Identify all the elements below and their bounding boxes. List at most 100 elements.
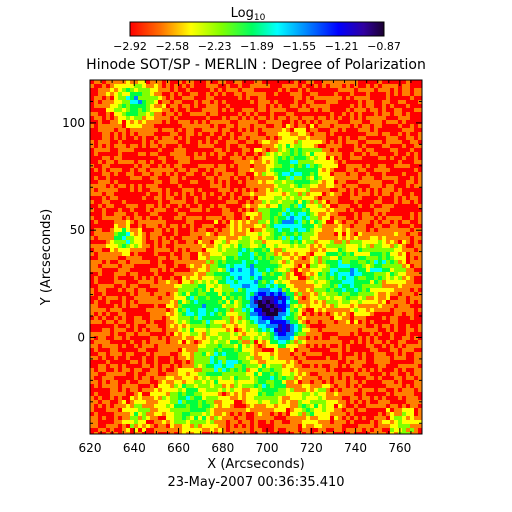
heatmap-cell bbox=[322, 84, 326, 88]
heatmap-cell bbox=[134, 252, 138, 256]
heatmap-cell bbox=[134, 188, 138, 192]
heatmap-cell bbox=[330, 280, 334, 284]
heatmap-cell bbox=[410, 188, 414, 192]
heatmap-cell bbox=[142, 108, 146, 112]
heatmap-cell bbox=[306, 196, 310, 200]
heatmap-cell bbox=[310, 144, 314, 148]
heatmap-cell bbox=[178, 180, 182, 184]
heatmap-cell bbox=[298, 172, 302, 176]
heatmap-cell bbox=[102, 100, 106, 104]
heatmap-cell bbox=[246, 116, 250, 120]
heatmap-cell bbox=[378, 200, 382, 204]
heatmap-cell bbox=[378, 156, 382, 160]
heatmap-cell bbox=[134, 96, 138, 100]
heatmap-cell bbox=[290, 120, 294, 124]
heatmap-cell bbox=[110, 132, 114, 136]
heatmap-cell bbox=[166, 104, 170, 108]
heatmap-cell bbox=[358, 228, 362, 232]
heatmap-cell bbox=[262, 300, 266, 304]
heatmap-cell bbox=[266, 216, 270, 220]
heatmap-cell bbox=[282, 204, 286, 208]
heatmap-cell bbox=[214, 256, 218, 260]
heatmap-cell bbox=[326, 140, 330, 144]
heatmap-cell bbox=[94, 248, 98, 252]
heatmap-cell bbox=[346, 160, 350, 164]
heatmap-cell bbox=[90, 136, 94, 140]
heatmap-cell bbox=[142, 144, 146, 148]
heatmap-cell bbox=[230, 160, 234, 164]
heatmap-cell bbox=[366, 292, 370, 296]
heatmap-cell bbox=[386, 264, 390, 268]
heatmap-cell bbox=[186, 292, 190, 296]
heatmap-cell bbox=[218, 140, 222, 144]
heatmap-cell bbox=[130, 184, 134, 188]
heatmap-cell bbox=[158, 128, 162, 132]
heatmap-cell bbox=[290, 284, 294, 288]
heatmap-cell bbox=[330, 152, 334, 156]
heatmap-cell bbox=[342, 288, 346, 292]
heatmap-cell bbox=[314, 128, 318, 132]
heatmap-cell bbox=[106, 308, 110, 312]
heatmap-cell bbox=[318, 104, 322, 108]
heatmap-cell bbox=[138, 108, 142, 112]
heatmap-cell bbox=[142, 312, 146, 316]
heatmap-cell bbox=[330, 228, 334, 232]
heatmap-cell bbox=[170, 84, 174, 88]
heatmap-cell bbox=[194, 256, 198, 260]
heatmap-cell bbox=[418, 268, 422, 272]
heatmap-cell bbox=[94, 112, 98, 116]
heatmap-cell bbox=[158, 288, 162, 292]
heatmap-cell bbox=[202, 292, 206, 296]
heatmap-cell bbox=[266, 304, 270, 308]
heatmap-cell bbox=[150, 272, 154, 276]
heatmap-cell bbox=[90, 296, 94, 300]
heatmap-cell bbox=[178, 132, 182, 136]
heatmap-cell bbox=[346, 124, 350, 128]
heatmap-cell bbox=[182, 240, 186, 244]
heatmap-cell bbox=[282, 264, 286, 268]
heatmap-cell bbox=[310, 252, 314, 256]
heatmap-cell bbox=[334, 252, 338, 256]
heatmap-cell bbox=[134, 304, 138, 308]
heatmap-cell bbox=[390, 176, 394, 180]
heatmap-cell bbox=[358, 296, 362, 300]
heatmap-cell bbox=[90, 140, 94, 144]
heatmap-cell bbox=[390, 224, 394, 228]
heatmap-cell bbox=[214, 316, 218, 320]
heatmap-cell bbox=[294, 240, 298, 244]
heatmap-cell bbox=[178, 292, 182, 296]
heatmap-cell bbox=[134, 284, 138, 288]
heatmap-cell bbox=[386, 84, 390, 88]
heatmap-cell bbox=[410, 116, 414, 120]
heatmap-cell bbox=[338, 228, 342, 232]
heatmap-cell bbox=[146, 284, 150, 288]
heatmap-cell bbox=[370, 188, 374, 192]
heatmap-cell bbox=[302, 212, 306, 216]
heatmap-cell bbox=[174, 284, 178, 288]
heatmap-cell bbox=[214, 168, 218, 172]
heatmap-cell bbox=[382, 248, 386, 252]
heatmap-cell bbox=[158, 156, 162, 160]
heatmap-cell bbox=[150, 264, 154, 268]
heatmap-cell bbox=[262, 140, 266, 144]
heatmap-cell bbox=[150, 196, 154, 200]
heatmap-cell bbox=[158, 256, 162, 260]
heatmap-cell bbox=[130, 312, 134, 316]
heatmap-cell bbox=[122, 144, 126, 148]
heatmap-cell bbox=[258, 84, 262, 88]
heatmap-cell bbox=[306, 104, 310, 108]
heatmap-cell bbox=[186, 260, 190, 264]
heatmap-cell bbox=[134, 180, 138, 184]
heatmap-cell bbox=[262, 204, 266, 208]
heatmap-cell bbox=[342, 176, 346, 180]
heatmap-cell bbox=[102, 148, 106, 152]
heatmap-cell bbox=[386, 160, 390, 164]
heatmap-cell bbox=[342, 284, 346, 288]
heatmap-cell bbox=[174, 228, 178, 232]
heatmap-cell bbox=[130, 88, 134, 92]
heatmap-cell bbox=[342, 212, 346, 216]
heatmap-cell bbox=[178, 268, 182, 272]
heatmap-cell bbox=[234, 128, 238, 132]
heatmap-cell bbox=[318, 208, 322, 212]
heatmap-cell bbox=[390, 80, 394, 84]
